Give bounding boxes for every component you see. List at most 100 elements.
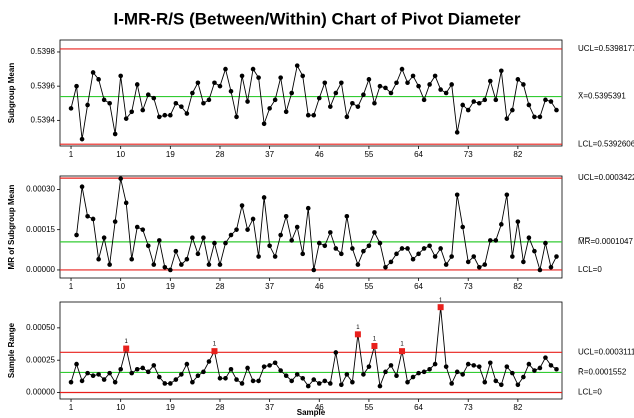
control-limit-label: LCL=0 — [578, 388, 602, 397]
data-point — [344, 213, 350, 219]
data-point — [427, 366, 432, 372]
x-tick-label: 73 — [464, 282, 473, 291]
data-point — [532, 248, 537, 254]
data-point — [383, 264, 388, 270]
flag-label: 1 — [373, 337, 377, 343]
data-point — [206, 97, 212, 103]
x-tick-label: 10 — [116, 282, 125, 291]
data-point — [190, 90, 195, 96]
x-tick-label: 1 — [69, 403, 74, 412]
data-point — [156, 114, 162, 120]
flag-label: 1 — [400, 342, 404, 348]
data-point — [410, 73, 416, 79]
data-point — [228, 88, 234, 94]
x-tick-label: 46 — [315, 150, 324, 159]
data-point — [162, 381, 168, 386]
data-point — [234, 377, 239, 382]
flagged-point — [437, 304, 444, 311]
data-point — [272, 360, 278, 366]
data-point — [173, 377, 179, 382]
data-point — [476, 264, 482, 270]
flagged-point — [354, 331, 361, 338]
data-point — [168, 112, 173, 118]
data-point — [267, 106, 272, 111]
data-point — [245, 99, 250, 104]
data-point — [234, 227, 239, 232]
data-point — [443, 90, 449, 96]
data-point — [366, 77, 372, 82]
data-point — [372, 100, 377, 106]
data-point — [107, 370, 112, 376]
data-point — [460, 224, 466, 230]
data-point — [90, 70, 96, 75]
data-point — [79, 378, 85, 384]
data-point — [394, 80, 399, 86]
data-point — [443, 262, 449, 267]
data-point — [123, 200, 129, 206]
flagged-point — [371, 342, 378, 349]
data-point — [476, 100, 482, 106]
data-point — [328, 381, 333, 386]
data-point — [515, 219, 521, 224]
data-point — [74, 83, 79, 89]
data-point — [465, 107, 471, 113]
data-point — [316, 381, 322, 386]
data-point — [151, 95, 157, 101]
data-point — [195, 251, 201, 257]
data-point — [399, 66, 405, 72]
data-point — [145, 369, 151, 375]
data-point — [245, 227, 250, 232]
data-point — [85, 213, 90, 219]
x-tick-label: 28 — [216, 282, 225, 291]
data-point — [427, 243, 432, 249]
data-point — [112, 131, 118, 137]
data-point — [416, 370, 421, 376]
data-point — [405, 80, 410, 86]
data-point — [449, 381, 454, 386]
data-point — [278, 75, 283, 80]
data-point — [234, 114, 239, 120]
data-point — [399, 246, 405, 251]
data-point — [482, 379, 488, 385]
data-point — [261, 121, 267, 127]
y-tick-label: 0.5396 — [31, 81, 56, 90]
data-point — [283, 373, 289, 379]
x-tick-label: 37 — [265, 403, 274, 412]
data-line — [76, 178, 557, 271]
data-point — [90, 216, 96, 222]
data-point — [239, 381, 245, 386]
data-point — [350, 379, 355, 385]
data-point — [145, 92, 151, 98]
x-tick-label: 37 — [265, 150, 274, 159]
data-point — [145, 243, 151, 249]
data-point — [449, 82, 454, 87]
data-point — [328, 230, 333, 235]
data-point — [294, 63, 300, 68]
data-point — [96, 256, 101, 262]
data-point — [366, 243, 372, 249]
data-point — [416, 83, 421, 89]
flag-label: 1 — [125, 339, 129, 345]
data-point — [112, 379, 118, 385]
data-point — [454, 369, 460, 375]
data-point — [195, 373, 201, 379]
data-point — [515, 77, 521, 82]
data-point — [129, 370, 135, 376]
x-tick-label: 19 — [166, 282, 175, 291]
data-point — [184, 111, 190, 116]
data-point — [217, 262, 223, 267]
data-point — [261, 195, 267, 200]
data-point — [487, 238, 493, 243]
data-point — [344, 114, 350, 120]
data-point — [283, 213, 289, 219]
data-point — [322, 378, 328, 384]
x-tick-label: 37 — [265, 282, 274, 291]
x-tick-label: 1 — [69, 282, 74, 291]
plot-frame — [59, 175, 563, 279]
data-point — [554, 254, 559, 259]
control-limit-label: M̅R̅=0.0001047 — [578, 237, 633, 246]
x-tick-label: 55 — [364, 150, 373, 159]
data-point — [510, 254, 515, 259]
data-point — [383, 369, 388, 375]
data-point — [410, 374, 416, 380]
